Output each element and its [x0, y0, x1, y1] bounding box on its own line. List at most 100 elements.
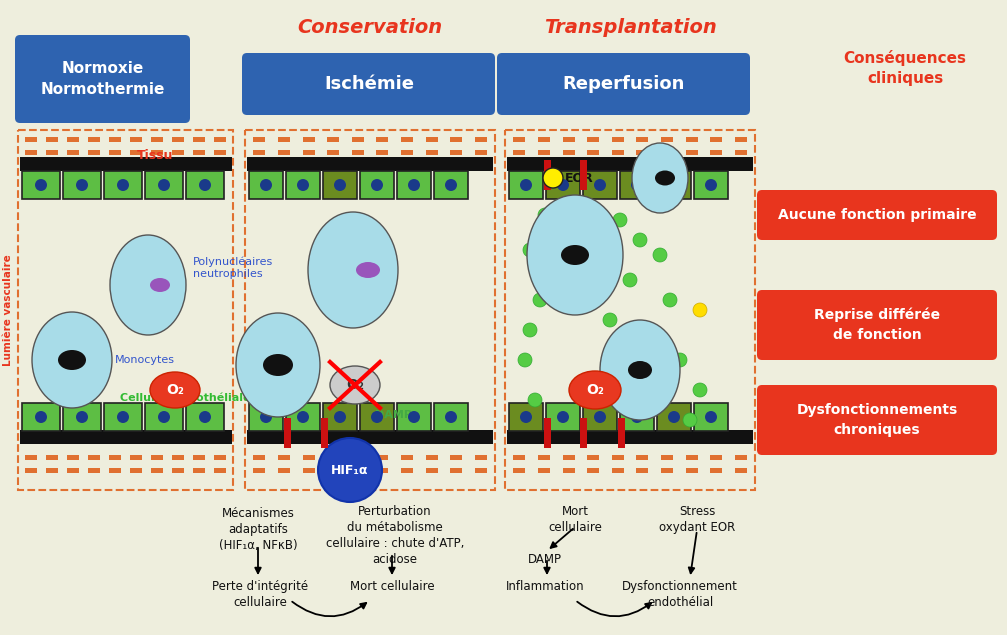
Bar: [514, 468, 526, 473]
Circle shape: [408, 179, 420, 191]
Bar: [247, 430, 493, 444]
Bar: [171, 468, 183, 473]
Text: Stress
oxydant EOR: Stress oxydant EOR: [659, 505, 735, 534]
Ellipse shape: [632, 143, 688, 213]
Bar: [450, 137, 462, 142]
Bar: [546, 403, 580, 431]
Bar: [538, 455, 550, 460]
Bar: [474, 455, 486, 460]
Bar: [450, 468, 462, 473]
Circle shape: [543, 168, 563, 188]
Bar: [22, 171, 60, 199]
Bar: [661, 468, 673, 473]
Circle shape: [538, 208, 552, 222]
Circle shape: [673, 353, 687, 367]
Ellipse shape: [655, 171, 675, 185]
Ellipse shape: [600, 320, 680, 420]
Bar: [514, 150, 526, 155]
Circle shape: [334, 411, 346, 423]
Circle shape: [76, 179, 88, 191]
Circle shape: [557, 179, 569, 191]
Bar: [286, 171, 320, 199]
Bar: [450, 150, 462, 155]
Bar: [661, 150, 673, 155]
Bar: [278, 150, 290, 155]
Circle shape: [520, 179, 532, 191]
Bar: [254, 137, 265, 142]
Bar: [66, 137, 79, 142]
Bar: [401, 455, 413, 460]
Bar: [213, 150, 226, 155]
Text: Reprise différée
de fonction: Reprise différée de fonction: [814, 308, 941, 342]
Bar: [563, 468, 575, 473]
Bar: [661, 455, 673, 460]
Bar: [587, 455, 599, 460]
Bar: [321, 418, 328, 448]
Bar: [186, 403, 224, 431]
Circle shape: [603, 313, 617, 327]
Circle shape: [693, 303, 707, 317]
Bar: [580, 160, 587, 190]
Ellipse shape: [330, 366, 380, 404]
Text: Aucune fonction primaire: Aucune fonction primaire: [777, 208, 977, 222]
Bar: [213, 468, 226, 473]
Bar: [434, 171, 468, 199]
Bar: [302, 150, 314, 155]
Bar: [735, 150, 747, 155]
Circle shape: [705, 411, 717, 423]
Bar: [351, 137, 364, 142]
Bar: [710, 468, 722, 473]
Circle shape: [518, 353, 532, 367]
Text: Dysfonctionnements
chroniques: Dysfonctionnements chroniques: [797, 403, 958, 437]
Bar: [63, 171, 101, 199]
Circle shape: [653, 248, 667, 262]
Bar: [426, 468, 437, 473]
Circle shape: [260, 411, 272, 423]
Ellipse shape: [58, 350, 86, 370]
Bar: [397, 171, 431, 199]
Bar: [351, 455, 364, 460]
Bar: [109, 137, 121, 142]
Bar: [171, 137, 183, 142]
Bar: [150, 137, 162, 142]
Bar: [587, 468, 599, 473]
Bar: [130, 137, 142, 142]
Bar: [509, 171, 543, 199]
Bar: [401, 468, 413, 473]
Text: Cellules endothéliales: Cellules endothéliales: [120, 393, 257, 403]
Text: Monocytes: Monocytes: [115, 355, 175, 365]
Bar: [686, 150, 698, 155]
Bar: [710, 137, 722, 142]
Circle shape: [408, 411, 420, 423]
Bar: [249, 403, 283, 431]
Text: Mort cellulaire: Mort cellulaire: [349, 580, 434, 593]
Bar: [254, 468, 265, 473]
Bar: [278, 137, 290, 142]
Bar: [45, 137, 57, 142]
Bar: [583, 171, 617, 199]
FancyBboxPatch shape: [242, 53, 495, 115]
Bar: [474, 150, 486, 155]
Circle shape: [523, 323, 537, 337]
Bar: [327, 150, 339, 155]
Text: Ischémie: Ischémie: [324, 75, 414, 93]
Bar: [45, 150, 57, 155]
FancyBboxPatch shape: [757, 190, 997, 240]
Bar: [544, 418, 551, 448]
Bar: [24, 455, 36, 460]
Bar: [401, 137, 413, 142]
Bar: [45, 455, 57, 460]
Text: Mort
cellulaire: Mort cellulaire: [548, 505, 602, 534]
Ellipse shape: [236, 313, 320, 417]
Bar: [661, 137, 673, 142]
Circle shape: [297, 411, 309, 423]
Bar: [249, 171, 283, 199]
Circle shape: [445, 411, 457, 423]
Circle shape: [334, 179, 346, 191]
Bar: [735, 455, 747, 460]
Bar: [426, 455, 437, 460]
Circle shape: [35, 411, 47, 423]
Bar: [538, 468, 550, 473]
Circle shape: [633, 233, 648, 247]
Ellipse shape: [150, 278, 170, 292]
